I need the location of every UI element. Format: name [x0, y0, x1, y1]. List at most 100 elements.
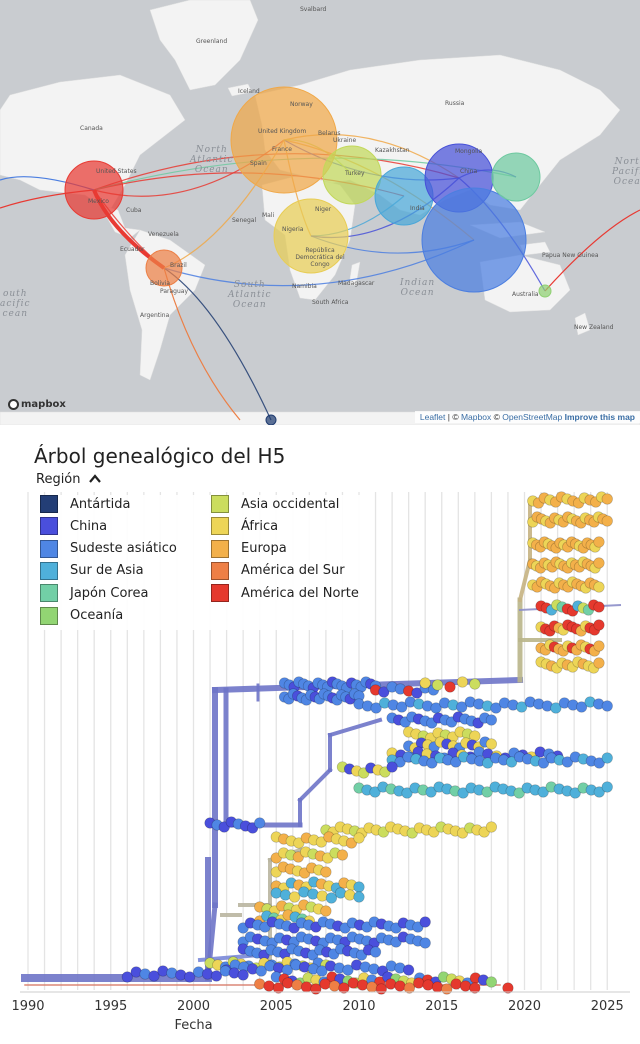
legend-item[interactable]: Asia occidental: [211, 495, 339, 513]
tree-tip[interactable]: [413, 977, 425, 989]
circle-oceania[interactable]: [538, 284, 552, 298]
tree-tip[interactable]: [270, 887, 282, 899]
tree-tip[interactable]: [450, 978, 462, 990]
tree-tip[interactable]: [469, 678, 481, 690]
tree-tip[interactable]: [601, 781, 613, 793]
tree-tip[interactable]: [335, 887, 347, 899]
tree-tip[interactable]: [282, 977, 294, 989]
tree-tip[interactable]: [469, 982, 481, 994]
tree-tip[interactable]: [369, 786, 381, 798]
tree-tip[interactable]: [441, 983, 453, 995]
tree-tip[interactable]: [316, 965, 328, 977]
tree-tip[interactable]: [210, 970, 223, 982]
tree-tip[interactable]: [537, 786, 549, 798]
tree-tip[interactable]: [345, 837, 358, 849]
tree-tip[interactable]: [254, 817, 266, 829]
tree-tip[interactable]: [356, 979, 369, 991]
tree-tip[interactable]: [298, 886, 310, 898]
legend-item[interactable]: Oceanía: [40, 606, 123, 625]
tree-tip[interactable]: [593, 619, 605, 631]
tree-tip[interactable]: [279, 889, 292, 901]
legend-item[interactable]: África: [211, 517, 278, 536]
tree-tip[interactable]: [482, 757, 494, 769]
tree-tip[interactable]: [369, 946, 382, 958]
tree-tip[interactable]: [431, 981, 444, 993]
tree-tip[interactable]: [375, 983, 387, 995]
tree-tip[interactable]: [419, 916, 431, 928]
tree-tip[interactable]: [320, 866, 332, 878]
tree-tip[interactable]: [485, 976, 498, 988]
circle-sudeste-asiatico[interactable]: [421, 187, 527, 293]
tree-tip[interactable]: [394, 980, 406, 992]
tree-tip[interactable]: [459, 980, 472, 992]
tree-tip[interactable]: [601, 493, 613, 505]
tree-tip[interactable]: [425, 786, 437, 798]
improve-map-link[interactable]: Improve this map: [564, 412, 635, 422]
legend-item[interactable]: América del Sur: [211, 561, 345, 580]
circle-antartida[interactable]: [265, 414, 277, 425]
tree-tip[interactable]: [394, 756, 406, 768]
tree-tip[interactable]: [291, 979, 303, 991]
tree-tip[interactable]: [255, 965, 267, 977]
tree-tip[interactable]: [516, 701, 528, 713]
tree-tip[interactable]: [148, 970, 160, 982]
tree-tip[interactable]: [444, 681, 456, 693]
tree-tip[interactable]: [310, 983, 322, 995]
tree-tip[interactable]: [338, 982, 350, 994]
tree-tip[interactable]: [328, 980, 341, 992]
tree-tip[interactable]: [485, 821, 498, 833]
mapbox-logo[interactable]: mapbox: [8, 399, 66, 410]
tree-tip[interactable]: [319, 978, 331, 990]
tree-tip[interactable]: [401, 787, 413, 799]
tree-tip[interactable]: [456, 701, 468, 713]
tree-tip[interactable]: [325, 892, 338, 904]
tree-tip[interactable]: [254, 978, 266, 990]
tree-tip[interactable]: [342, 964, 354, 976]
legend-item[interactable]: Sur de Asia: [40, 561, 144, 580]
tree-tip[interactable]: [419, 937, 431, 949]
tree-tip[interactable]: [316, 890, 328, 902]
tree-tip[interactable]: [353, 891, 365, 903]
tree-tip[interactable]: [513, 787, 525, 799]
legend-item[interactable]: China: [40, 517, 107, 536]
tree-tip[interactable]: [263, 980, 275, 992]
circle-america-sur[interactable]: [145, 249, 183, 287]
tree-tip[interactable]: [485, 714, 498, 726]
tree-tip[interactable]: [237, 969, 249, 981]
tree-tip[interactable]: [300, 981, 313, 993]
tree-tip[interactable]: [403, 982, 415, 994]
tree-tip[interactable]: [575, 701, 588, 713]
tree-tip[interactable]: [272, 982, 285, 994]
tree-tip[interactable]: [320, 905, 332, 917]
tree-tip[interactable]: [121, 971, 133, 983]
legend-item[interactable]: Sudeste asiático: [40, 539, 177, 558]
tree-tip[interactable]: [457, 787, 469, 799]
tree-tip[interactable]: [593, 581, 605, 593]
tree-tip[interactable]: [593, 557, 605, 569]
tree-tip[interactable]: [344, 889, 356, 901]
circle-africa[interactable]: [273, 198, 349, 274]
tree-tip[interactable]: [490, 702, 502, 714]
osm-link[interactable]: OpenStreetMap: [502, 412, 563, 422]
tree-tip[interactable]: [353, 881, 365, 893]
circle-japon-corea[interactable]: [491, 152, 541, 202]
circle-america-norte[interactable]: [64, 160, 124, 220]
tree-tip[interactable]: [378, 686, 390, 698]
tree-tip[interactable]: [347, 977, 359, 989]
map[interactable]: Svalbard Greenland Iceland Canada Russia Kaza…: [0, 0, 640, 425]
legend-item[interactable]: Antártida: [40, 495, 130, 513]
tree-tip[interactable]: [289, 891, 301, 903]
leaflet-link[interactable]: Leaflet: [419, 412, 446, 422]
tree-tip[interactable]: [481, 786, 493, 798]
tree-tip[interactable]: [593, 640, 605, 652]
tree-tip[interactable]: [366, 981, 378, 993]
tree-tip[interactable]: [593, 657, 605, 669]
tree-tip[interactable]: [593, 601, 605, 613]
tree-tip[interactable]: [569, 787, 581, 799]
tree-tip[interactable]: [411, 687, 423, 699]
tree-tip[interactable]: [307, 888, 319, 900]
tree-tip[interactable]: [385, 978, 397, 990]
tree-tip[interactable]: [601, 752, 613, 764]
circle-asia-occidental[interactable]: [322, 145, 382, 205]
tree-tip[interactable]: [403, 964, 415, 976]
